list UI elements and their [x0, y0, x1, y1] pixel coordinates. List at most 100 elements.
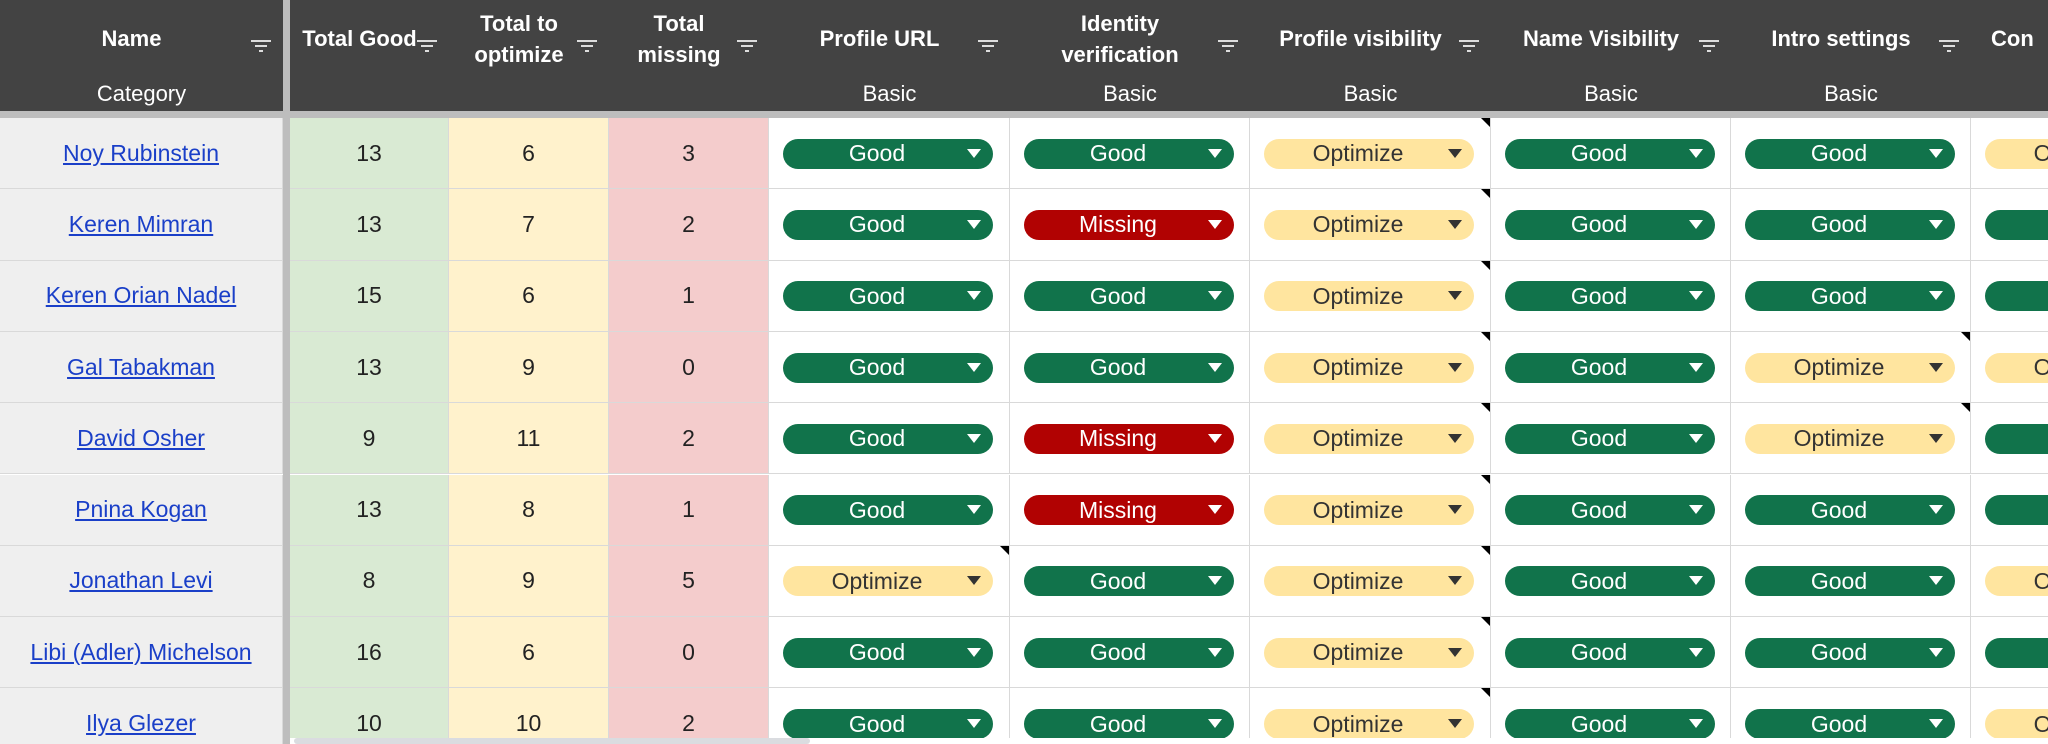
status-dropdown[interactable]: Optimize [783, 566, 993, 597]
status-dropdown[interactable]: Optimize [1985, 138, 2048, 169]
person-link[interactable]: Libi (Adler) Michelson [30, 638, 252, 665]
status-dropdown[interactable]: Good [1505, 495, 1715, 526]
status-dropdown[interactable]: Optimize [1264, 138, 1474, 169]
status-dropdown[interactable]: Missing [1024, 209, 1234, 240]
status-dropdown[interactable]: Optimize [1985, 352, 2048, 383]
status-dropdown[interactable]: Good [1505, 352, 1715, 383]
status-dropdown[interactable]: Good [783, 709, 993, 740]
total-missing-cell: 0 [609, 331, 769, 404]
status-dropdown[interactable]: Optimize [1264, 709, 1474, 740]
dropdown-arrow [1929, 148, 1943, 158]
status-dropdown[interactable]: Good [1745, 138, 1955, 169]
status-dropdown[interactable]: Good [783, 495, 993, 526]
status-dropdown[interactable]: Optimize [1745, 352, 1955, 383]
status-dropdown[interactable]: Optimize [1264, 637, 1474, 668]
status-dropdown[interactable]: Optimize [1264, 495, 1474, 526]
status-dropdown[interactable]: Good [1505, 709, 1715, 740]
status-dropdown[interactable]: Optimize [1264, 566, 1474, 597]
status-dropdown[interactable]: Optimize [1264, 281, 1474, 312]
person-link[interactable]: Gal Tabakman [67, 353, 215, 380]
status-dropdown[interactable]: Good [1745, 637, 1955, 668]
dropdown-arrow [1689, 433, 1703, 443]
status-dropdown[interactable]: Good [1505, 138, 1715, 169]
category-label: Basic [1584, 81, 1638, 106]
status-dropdown[interactable]: Good [783, 281, 993, 312]
status-dropdown[interactable]: Good [1745, 495, 1955, 526]
status-dropdown[interactable]: Good [1024, 637, 1234, 668]
status-dropdown[interactable]: Good [1024, 709, 1234, 740]
status-dropdown[interactable]: Good [1985, 495, 2048, 526]
name-cell: Libi (Adler) Michelson [0, 617, 283, 689]
status-dropdown[interactable]: Good [783, 637, 993, 668]
status-dropdown[interactable]: Missing [1024, 495, 1234, 526]
header-label: Total missing [637, 10, 721, 67]
status-cell: Good [1971, 475, 2048, 546]
status-dropdown[interactable]: Good [783, 352, 993, 383]
dropdown-arrow [967, 576, 981, 586]
name-cell: Keren Mimran [0, 189, 283, 261]
filter-button[interactable] [1459, 30, 1479, 61]
status-label: Good [848, 639, 906, 666]
status-dropdown[interactable]: Optimize [1985, 709, 2048, 740]
dropdown-arrow [1929, 362, 1943, 372]
status-label: Optimize [2033, 140, 2048, 167]
person-link[interactable]: Ilya Glezer [86, 710, 196, 737]
status-dropdown[interactable]: Good [1985, 637, 2048, 668]
status-dropdown[interactable]: Good [1745, 566, 1955, 597]
cell-note-marker [1481, 189, 1490, 199]
person-link[interactable]: Keren Mimran [68, 210, 214, 237]
cell-note-marker [1481, 331, 1490, 341]
dropdown-arrow [1208, 576, 1222, 586]
person-link[interactable]: Pnina Kogan [75, 496, 207, 523]
person-link[interactable]: Jonathan Levi [69, 567, 213, 594]
status-dropdown[interactable]: Good [1505, 637, 1715, 668]
status-cell: Good [1731, 474, 1971, 546]
filter-button[interactable] [577, 30, 597, 61]
status-dropdown[interactable]: Good [1024, 281, 1234, 312]
status-label: Optimize [2033, 354, 2048, 381]
status-cell: Good [1491, 260, 1731, 332]
status-dropdown[interactable]: Good [1745, 709, 1955, 740]
dropdown-arrow [1929, 576, 1943, 586]
status-dropdown[interactable]: Good [783, 138, 993, 169]
status-dropdown[interactable]: Good [1745, 281, 1955, 312]
filter-button[interactable] [251, 30, 271, 61]
status-dropdown[interactable]: Good [1985, 423, 2048, 454]
filter-button[interactable] [1218, 30, 1238, 61]
filter-button[interactable] [1939, 30, 1959, 61]
status-label: Good [1570, 496, 1628, 523]
status-dropdown[interactable]: Good [1505, 566, 1715, 597]
status-dropdown[interactable]: Good [783, 423, 993, 454]
status-dropdown[interactable]: Optimize [1264, 209, 1474, 240]
total-optimize-cell: 8 [449, 474, 609, 546]
name-cell: Pnina Kogan [0, 474, 283, 546]
scrollbar-thumb[interactable] [294, 738, 810, 744]
status-dropdown[interactable]: Optimize [1264, 352, 1474, 383]
status-dropdown[interactable]: Optimize [1264, 423, 1474, 454]
status-dropdown[interactable]: Good [1505, 423, 1715, 454]
filter-button[interactable] [417, 30, 437, 61]
status-dropdown[interactable]: Optimize [1985, 566, 2048, 597]
status-dropdown[interactable]: Good [1985, 209, 2048, 240]
status-dropdown[interactable]: Good [1985, 281, 2048, 312]
person-link[interactable]: David Osher [77, 424, 205, 451]
status-dropdown[interactable]: Good [1024, 352, 1234, 383]
status-dropdown[interactable]: Good [1024, 566, 1234, 597]
total-good-cell: 15 [290, 260, 449, 332]
dropdown-arrow [1929, 647, 1943, 657]
status-dropdown[interactable]: Good [1024, 138, 1234, 169]
status-dropdown[interactable]: Good [783, 209, 993, 240]
status-dropdown[interactable]: Good [1745, 209, 1955, 240]
status-dropdown[interactable]: Missing [1024, 423, 1234, 454]
dropdown-arrow [1448, 647, 1462, 657]
status-dropdown[interactable]: Optimize [1745, 423, 1955, 454]
dropdown-arrow [1448, 291, 1462, 301]
filter-button[interactable] [737, 30, 757, 61]
person-link[interactable]: Keren Orian Nadel [45, 282, 237, 309]
filter-button[interactable] [1699, 30, 1719, 61]
filter-button[interactable] [978, 30, 998, 61]
total-good-cell: 9 [290, 403, 449, 475]
status-dropdown[interactable]: Good [1505, 209, 1715, 240]
status-dropdown[interactable]: Good [1505, 281, 1715, 312]
person-link[interactable]: Noy Rubinstein [63, 139, 219, 166]
